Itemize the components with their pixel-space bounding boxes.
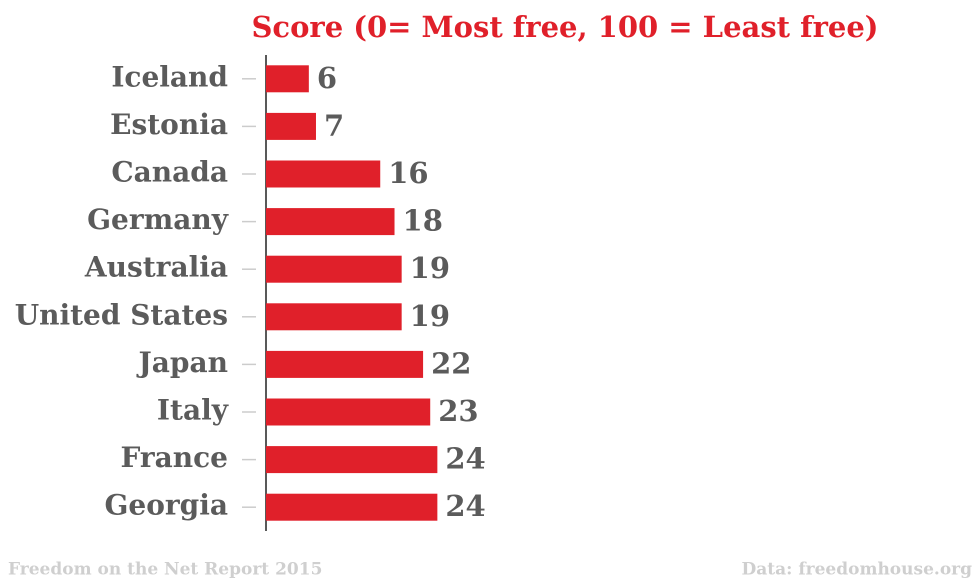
chart-title: Score (0= Most free, 100 = Least free) <box>251 10 878 44</box>
value-label: 6 <box>317 61 337 95</box>
value-label: 7 <box>324 108 344 142</box>
y-tick-label: Estonia <box>110 108 228 141</box>
value-label: 24 <box>445 489 485 523</box>
y-tick-label: Germany <box>87 203 229 236</box>
bar <box>266 350 424 378</box>
y-tick-label: Italy <box>157 394 229 427</box>
bar <box>266 112 316 140</box>
bar <box>266 446 438 474</box>
source-right: Data: freedomhouse.org <box>742 560 973 580</box>
y-tick-label: United States <box>15 298 228 331</box>
bar <box>266 303 402 331</box>
bar <box>266 65 309 93</box>
y-tick-label: Georgia <box>104 489 228 522</box>
source-left: Freedom on the Net Report 2015 <box>8 560 322 580</box>
y-tick-label: Australia <box>84 251 228 284</box>
bar <box>266 493 438 521</box>
y-tick-label: Iceland <box>111 60 228 93</box>
value-label: 24 <box>445 442 485 476</box>
value-label: 19 <box>410 251 450 285</box>
value-label: 22 <box>431 346 471 380</box>
bar <box>266 255 402 283</box>
y-tick-label: France <box>120 441 228 474</box>
y-tick-label: Canada <box>111 156 228 189</box>
value-label: 16 <box>388 156 428 190</box>
value-label: 23 <box>438 394 478 428</box>
bar <box>266 208 395 236</box>
value-label: 19 <box>410 299 450 333</box>
bar <box>266 398 431 426</box>
bar <box>266 160 381 188</box>
y-tick-label: Japan <box>136 346 228 379</box>
value-label: 18 <box>403 204 443 238</box>
